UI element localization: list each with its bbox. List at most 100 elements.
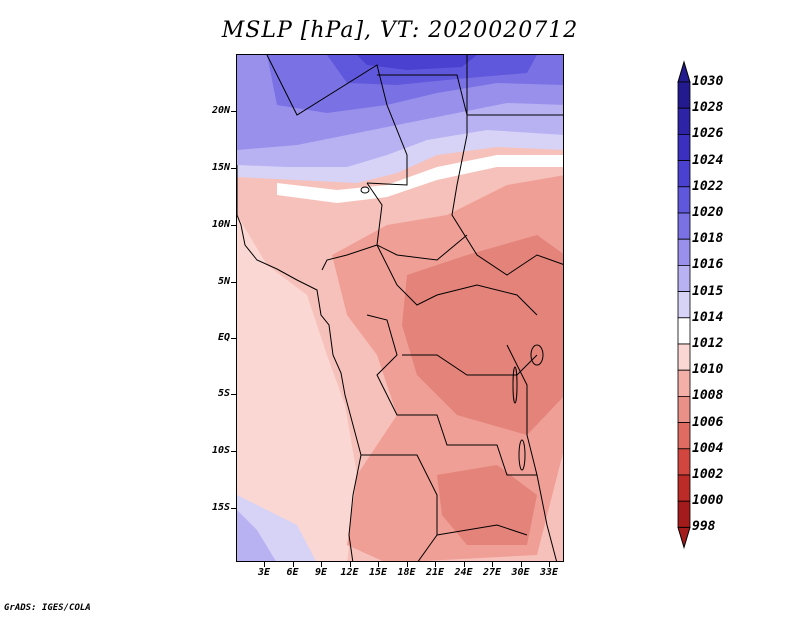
colorbar-segment xyxy=(677,212,691,240)
border-chad xyxy=(366,182,468,261)
colorbar-level-label: 1002 xyxy=(692,467,724,482)
lat-tick-mark xyxy=(231,338,236,339)
coastline xyxy=(237,165,362,561)
colorbar-segment xyxy=(677,448,691,476)
lon-tick-label: 33E xyxy=(539,567,559,578)
colorbar-level-label: 1018 xyxy=(692,231,724,247)
border-sudan xyxy=(451,134,563,276)
lat-tick-label: 5N xyxy=(217,276,230,287)
lon-tick-label: 6E xyxy=(286,567,299,578)
lat-tick-label: 20N xyxy=(211,105,230,116)
lakes xyxy=(360,186,544,471)
lon-tick-label: 27E xyxy=(482,567,502,578)
lon-tick-mark xyxy=(463,562,465,567)
lat-tick-mark xyxy=(231,168,236,169)
colorbar-segment xyxy=(677,369,691,397)
lat-tick-label: 5S xyxy=(217,388,230,399)
pressure-map xyxy=(237,55,563,561)
map-plot-area xyxy=(236,54,564,562)
south-atlantic-high-core xyxy=(237,510,276,561)
colorbar-segment xyxy=(677,238,691,266)
colorbar-segment xyxy=(677,395,691,423)
colorbar-level-label: 1030 xyxy=(692,74,724,89)
lon-tick-mark xyxy=(492,562,493,567)
lon-tick-mark xyxy=(349,562,351,567)
colorbar-level-label: 1010 xyxy=(692,362,724,378)
colorbar-level-label: 1015 xyxy=(692,283,724,299)
colorbar-segment xyxy=(677,422,691,450)
lon-tick-label: 15E xyxy=(368,567,388,578)
colorbar-segment xyxy=(677,81,691,109)
border-mozambique xyxy=(536,474,557,561)
lat-tick-label: 15S xyxy=(211,502,230,513)
colorbar-level-label: 1028 xyxy=(692,100,724,116)
colorbar-segment xyxy=(677,134,691,162)
colorbar-level-label: 1006 xyxy=(692,414,724,430)
border-north-2 xyxy=(377,74,468,135)
colorbar-segment xyxy=(677,474,691,502)
lon-tick-label: 9E xyxy=(314,567,328,578)
lon-tick-label: 18E xyxy=(397,567,416,578)
colorbar-segment xyxy=(677,186,691,214)
lat-tick-mark xyxy=(231,394,236,395)
lat-tick-label: 15N xyxy=(211,162,230,173)
colorbar-segment xyxy=(677,264,691,292)
colorbar-level-label: 1008 xyxy=(692,388,724,404)
lat-tick-mark xyxy=(231,508,236,509)
colorbar-bottom-arrow xyxy=(677,526,691,550)
southern-1008-zone xyxy=(437,465,537,545)
lat-tick-mark xyxy=(231,111,236,112)
colorbar-level-label: 1014 xyxy=(692,309,724,325)
grads-credit: GrADS: IGES/COLA xyxy=(4,603,91,613)
colorbar-segment xyxy=(677,343,691,371)
border-nigeria xyxy=(321,244,378,271)
colorbar-top-arrow xyxy=(677,60,691,83)
border-car xyxy=(376,244,538,316)
lon-tick-label: 12E xyxy=(340,567,359,578)
lon-tick-label: 24E xyxy=(454,567,473,578)
country-borders xyxy=(237,55,563,561)
border-congo xyxy=(366,314,398,396)
colorbar-segment xyxy=(677,107,691,135)
border-angola xyxy=(361,454,438,561)
colorbar-level-label: 1004 xyxy=(692,440,724,456)
lon-tick-mark xyxy=(435,562,436,567)
lon-tick-label: 30E xyxy=(511,567,530,578)
lat-tick-mark xyxy=(231,451,236,452)
colorbar-level-label: 998 xyxy=(692,519,716,535)
ocean-1012-zone xyxy=(237,215,357,561)
colorbar xyxy=(677,60,691,550)
colorbar-segment xyxy=(677,291,691,319)
border-north-1 xyxy=(266,55,408,186)
border-zambia xyxy=(436,524,528,536)
colorbar-level-label: 1026 xyxy=(692,126,724,142)
lon-tick-mark xyxy=(264,562,265,567)
lon-tick-mark xyxy=(292,562,294,567)
colorbar-level-label: 1022 xyxy=(692,178,724,194)
lon-tick-label: 21E xyxy=(425,567,445,578)
lon-tick-label: 3E xyxy=(257,567,271,578)
north-high-core xyxy=(357,55,477,70)
lon-tick-mark xyxy=(549,562,550,567)
border-drc-north xyxy=(402,354,538,376)
colorbar-segment xyxy=(677,160,691,188)
colorbar-level-label: 1024 xyxy=(692,152,724,168)
lon-tick-mark xyxy=(378,562,379,567)
congo-1008-zone xyxy=(402,235,563,435)
colorbar-level-label: 1020 xyxy=(692,205,724,220)
border-lakes xyxy=(506,344,538,476)
lon-tick-mark xyxy=(321,562,322,567)
lon-tick-mark xyxy=(406,562,408,567)
border-drc-south xyxy=(386,394,537,476)
colorbar-segment xyxy=(677,500,691,528)
map-title: MSLP [hPa], VT: 2020020712 xyxy=(221,18,579,43)
colorbar-level-label: 1016 xyxy=(692,257,724,273)
colorbar-segment xyxy=(677,317,691,345)
lat-tick-mark xyxy=(231,282,236,283)
lat-tick-label: EQ xyxy=(217,332,230,343)
colorbar-level-label: 1012 xyxy=(692,336,724,351)
lat-tick-label: 10N xyxy=(211,219,230,230)
lat-tick-label: 10S xyxy=(211,445,230,456)
colorbar-level-label: 1000 xyxy=(692,493,724,509)
border-libya-egypt xyxy=(466,55,563,116)
